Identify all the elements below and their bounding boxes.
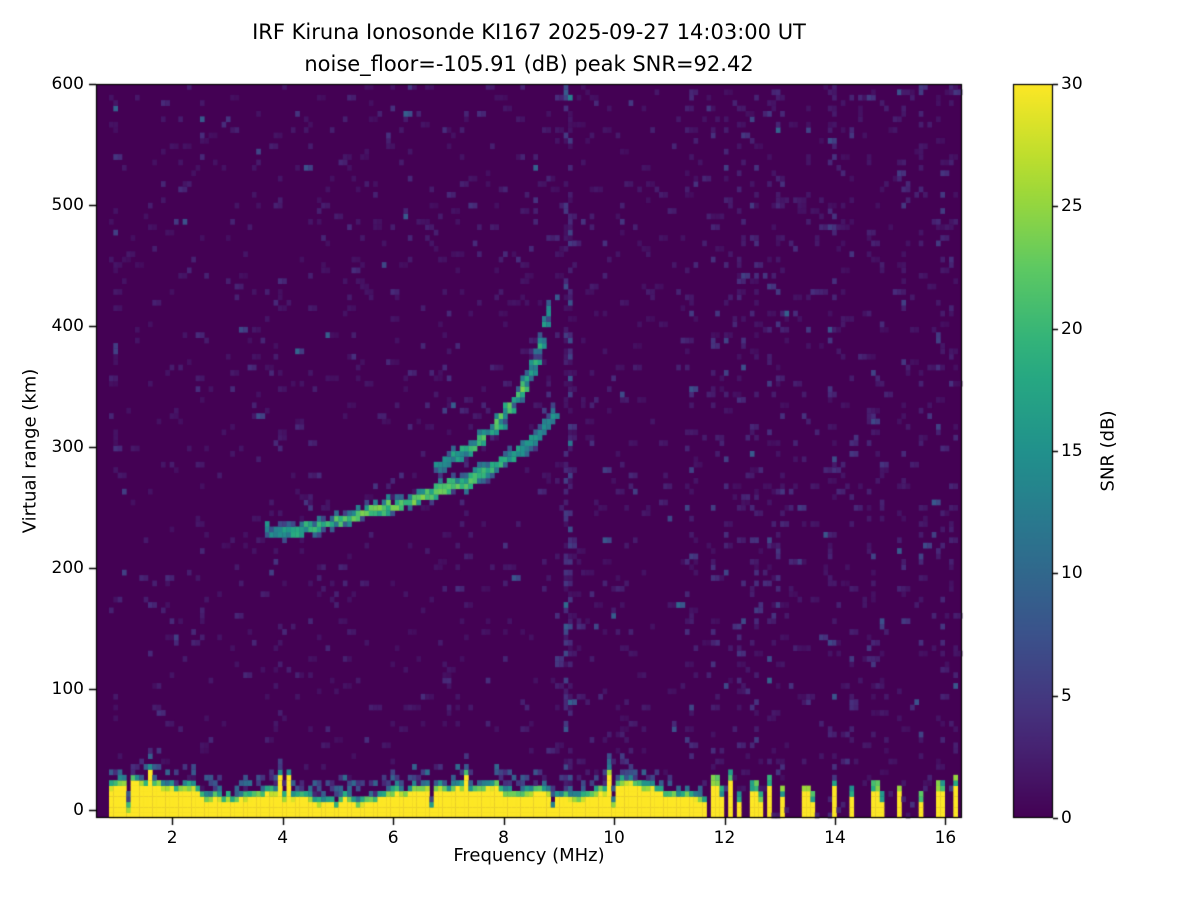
chart-title: IRF Kiruna Ionosonde KI167 2025-09-27 14… <box>252 20 806 44</box>
x-tick-label: 2 <box>166 828 178 848</box>
title-block: IRF Kiruna Ionosonde KI167 2025-09-27 14… <box>96 16 962 80</box>
colorbar-tick-label: 5 <box>1061 685 1072 706</box>
x-tick-label: 12 <box>713 828 736 848</box>
x-tick-label: 10 <box>603 828 625 848</box>
y-tick-label: 400 <box>51 315 84 336</box>
x-axis-label: Frequency (MHz) <box>453 845 605 866</box>
x-tick-label: 16 <box>934 828 957 848</box>
y-tick-label: 0 <box>73 799 84 820</box>
colorbar-tick-label: 30 <box>1061 74 1083 94</box>
y-tick-label: 500 <box>51 194 84 215</box>
colorbar-tick-label: 15 <box>1061 441 1083 461</box>
x-tick-label: 8 <box>498 828 509 848</box>
colorbar-tick-label: 0 <box>1061 808 1072 828</box>
y-tick-label: 600 <box>51 74 84 94</box>
colorbar-tick-label: 25 <box>1061 196 1083 217</box>
colorbar-tick-label: 10 <box>1061 563 1083 584</box>
y-tick-label: 200 <box>51 557 84 578</box>
chart-subtitle: noise_floor=-105.91 (dB) peak SNR=92.42 <box>304 52 754 76</box>
y-tick-label: 100 <box>51 678 84 699</box>
x-tick-label: 6 <box>387 828 399 848</box>
x-tick-label: 14 <box>824 828 846 848</box>
colorbar-tick-label: 20 <box>1061 318 1083 339</box>
x-tick-label: 4 <box>277 828 289 848</box>
y-tick-label: 300 <box>51 436 84 457</box>
